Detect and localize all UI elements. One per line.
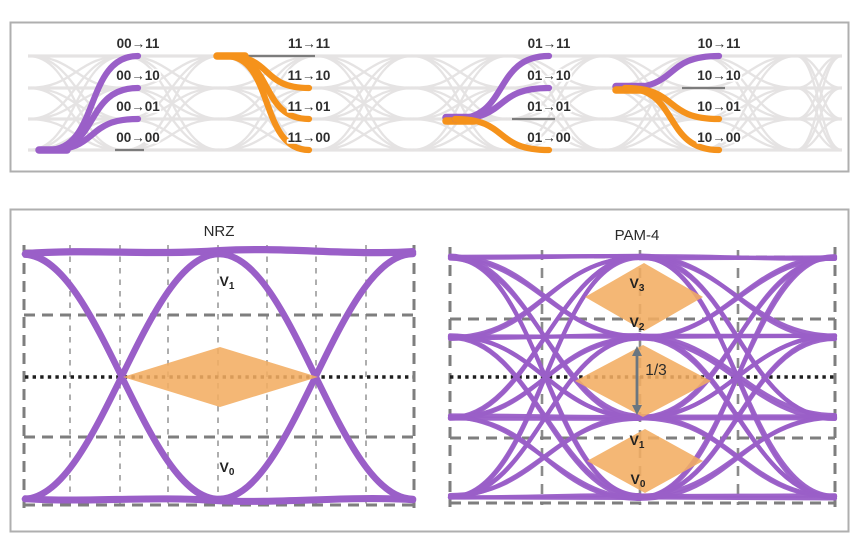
transition-label: 11→10: [288, 68, 331, 83]
transition-label: 10→01: [697, 99, 741, 114]
nrz-title: NRZ: [204, 223, 235, 240]
pam4-top-eye-diamond: [585, 263, 703, 331]
transition-group-00: 00→11 00→10 00→01 00→00: [35, 34, 162, 154]
nrz-v0-label: V0: [220, 459, 235, 478]
arrowhead-up-icon: [632, 346, 642, 356]
pam4-middle-eye-diamond: [575, 345, 711, 417]
nrz-v1-label: V1: [220, 273, 235, 292]
pam4-v0-label: V0: [631, 471, 646, 490]
transition-curve: [44, 115, 142, 154]
nrz-eye-diamond: [123, 347, 318, 407]
transition-curve: [222, 52, 313, 154]
transition-group-10: 10→11 10→10 10→01 10→00: [612, 34, 743, 154]
pam4-v3-label: V3: [630, 275, 645, 294]
pam4-bottom-eye-diamond: [587, 429, 703, 493]
one-third-amplitude-arrow: 1/3: [632, 346, 667, 415]
pam4-eye-traces: [447, 253, 838, 501]
transition-label: 00→11: [117, 36, 160, 51]
pam4-v2-label: V2: [630, 314, 645, 333]
transition-curve: [621, 84, 723, 154]
arrowhead-down-icon: [632, 405, 642, 415]
transition-label: 00→01: [116, 99, 160, 114]
one-third-label: 1/3: [645, 362, 667, 379]
transition-label: 01→10: [527, 68, 571, 83]
eye-opening-diamonds: [123, 263, 711, 493]
pam4-title: PAM-4: [615, 227, 660, 244]
transition-label: 11→01: [288, 99, 331, 114]
transition-label: 10→10: [697, 68, 741, 83]
transition-label: 11→11: [288, 36, 331, 51]
transition-label: 10→00: [697, 130, 741, 145]
transition-label: 10→11: [698, 36, 741, 51]
transition-label: 00→00: [116, 130, 160, 145]
transition-curve: [451, 115, 553, 154]
pam4-v1-label: V1: [630, 432, 645, 451]
transition-group-11: 11→11 11→10 11→01 11→00: [213, 34, 333, 154]
transition-label: 00→10: [116, 68, 160, 83]
transition-label: 11→00: [288, 130, 331, 145]
transition-label: 01→00: [527, 130, 571, 145]
transition-group-01: 01→11 01→10 01→01 01→00: [442, 34, 573, 154]
transition-label: 01→01: [527, 99, 571, 114]
transition-label: 01→11: [528, 36, 571, 51]
